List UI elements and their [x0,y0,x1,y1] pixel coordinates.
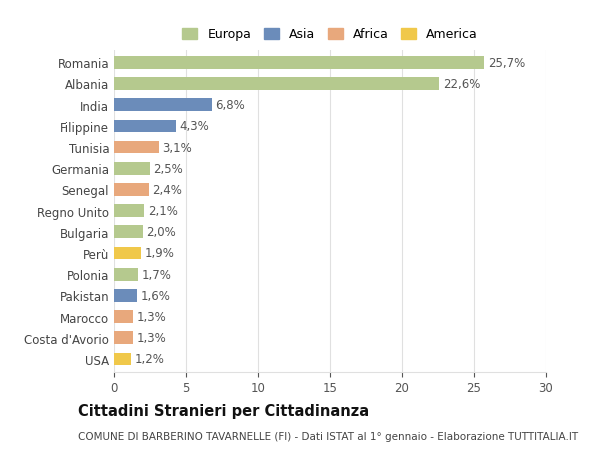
Bar [114,310,133,323]
Text: 2,0%: 2,0% [146,226,176,239]
Text: COMUNE DI BARBERINO TAVARNELLE (FI) - Dati ISTAT al 1° gennaio - Elaborazione TU: COMUNE DI BARBERINO TAVARNELLE (FI) - Da… [78,431,578,441]
Text: Cittadini Stranieri per Cittadinanza: Cittadini Stranieri per Cittadinanza [78,403,369,418]
Bar [114,226,143,239]
Bar [114,141,158,154]
Text: 3,1%: 3,1% [162,141,192,154]
Bar [114,78,439,90]
Bar [114,331,133,344]
Text: 6,8%: 6,8% [215,99,245,112]
Text: 1,7%: 1,7% [142,268,172,281]
Text: 2,5%: 2,5% [154,162,184,175]
Text: 4,3%: 4,3% [179,120,209,133]
Text: 1,6%: 1,6% [140,289,170,302]
Text: 1,3%: 1,3% [136,310,166,323]
Text: 2,1%: 2,1% [148,205,178,218]
Text: 22,6%: 22,6% [443,78,481,91]
Bar [114,247,142,260]
Bar [114,184,149,196]
Bar [114,162,150,175]
Bar [114,120,176,133]
Bar [114,353,131,365]
Text: 1,9%: 1,9% [145,247,175,260]
Legend: Europa, Asia, Africa, America: Europa, Asia, Africa, America [179,25,481,45]
Bar [114,289,137,302]
Text: 1,3%: 1,3% [136,331,166,344]
Bar [114,57,484,69]
Bar [114,99,212,112]
Text: 25,7%: 25,7% [488,57,525,70]
Bar [114,268,139,281]
Text: 2,4%: 2,4% [152,184,182,196]
Text: 1,2%: 1,2% [135,353,165,365]
Bar [114,205,144,218]
